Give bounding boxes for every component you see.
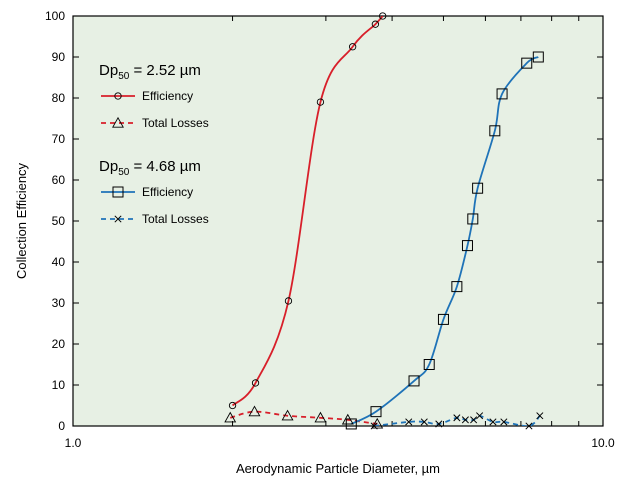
- legend-heading-0: Dp50 = 2.52 µm: [99, 62, 201, 82]
- data-point-1-1-6: [470, 416, 478, 424]
- data-point-1-0-9: [489, 125, 501, 137]
- data-point-1-0-7: [467, 213, 479, 225]
- data-point-0-1-1: [248, 405, 261, 417]
- plot-area: [72, 15, 604, 427]
- data-point-1-1-1: [405, 418, 413, 426]
- data-point-1-1-4: [453, 414, 461, 422]
- data-point-0-1-5: [371, 417, 384, 429]
- data-point-1-0-12: [532, 51, 544, 63]
- data-point-1-0-2: [408, 375, 420, 387]
- y-tick-label: 80: [52, 91, 66, 105]
- legend-label-1-0: Efficiency: [142, 185, 193, 199]
- data-point-0-0-3: [316, 98, 325, 106]
- series-line-0-0: [231, 16, 384, 407]
- data-point-0-0-6: [379, 12, 387, 20]
- data-point-1-1-3: [435, 420, 443, 428]
- y-tick-label: 0: [58, 419, 65, 433]
- series-line-0-1: [229, 410, 378, 425]
- markers-layer: [224, 12, 544, 430]
- data-point-1-0-1: [370, 406, 382, 418]
- y-tick-label: 100: [45, 9, 65, 23]
- data-point-1-1-10: [525, 422, 533, 430]
- legend: Dp50 = 2.52 µm Efficiency Total Losses Dp50…: [99, 62, 209, 226]
- legend-label-0-0: Efficiency: [142, 89, 193, 103]
- x-axis-title: Aerodynamic Particle Diameter, µm: [236, 461, 440, 476]
- data-point-0-0-1: [251, 379, 260, 387]
- data-point-0-0-5: [371, 20, 380, 28]
- x-tick-label: 10.0: [591, 436, 615, 450]
- data-point-0-1-3: [314, 411, 327, 423]
- data-point-1-0-11: [521, 57, 533, 69]
- data-point-1-1-8: [489, 418, 497, 426]
- curves-layer: [229, 16, 541, 426]
- legend-marker-1-1: [114, 215, 122, 223]
- data-point-1-0-3: [423, 359, 435, 370]
- axis-ticks: 0 10 20 30 40 50 60 70 80 90 100 1.0 10.0: [45, 9, 615, 450]
- data-point-0-0-0: [228, 401, 237, 410]
- data-point-1-1-11: [536, 412, 544, 420]
- data-point-1-0-5: [451, 281, 463, 293]
- data-point-1-1-9: [500, 418, 508, 426]
- data-point-1-1-2: [420, 418, 428, 426]
- legend-marker-1-0: [112, 186, 124, 198]
- y-tick-label: 20: [52, 337, 66, 351]
- x-tick-label: 1.0: [65, 436, 82, 450]
- series-line-1-0: [350, 56, 539, 425]
- series-line-1-1: [374, 414, 541, 426]
- legend-label-0-1: Total Losses: [142, 116, 209, 130]
- data-point-1-0-8: [472, 182, 484, 194]
- data-point-0-0-2: [284, 297, 293, 305]
- data-point-1-0-4: [437, 313, 449, 325]
- data-point-1-1-0: [370, 422, 378, 430]
- y-tick-label: 50: [52, 214, 66, 228]
- data-point-1-0-0: [345, 418, 357, 430]
- y-tick-label: 90: [52, 50, 66, 64]
- data-point-0-1-0: [224, 411, 237, 423]
- legend-marker-0-0: [114, 92, 122, 100]
- data-point-1-1-5: [461, 416, 469, 424]
- data-point-0-1-2: [281, 409, 294, 421]
- y-axis-title: Collection Efficiency: [14, 162, 29, 279]
- y-tick-label: 60: [52, 173, 66, 187]
- y-tick-label: 30: [52, 296, 66, 310]
- data-point-1-1-7: [476, 412, 484, 420]
- y-tick-label: 70: [52, 132, 66, 146]
- legend-heading-1: Dp50 = 4.68 µm: [99, 158, 201, 178]
- legend-marker-0-1: [112, 116, 124, 128]
- data-point-0-0-4: [348, 43, 357, 51]
- data-point-1-0-6: [461, 240, 473, 252]
- y-tick-label: 10: [52, 378, 66, 392]
- data-point-1-0-10: [496, 88, 508, 100]
- legend-label-1-1: Total Losses: [142, 212, 209, 226]
- y-tick-label: 40: [52, 255, 66, 269]
